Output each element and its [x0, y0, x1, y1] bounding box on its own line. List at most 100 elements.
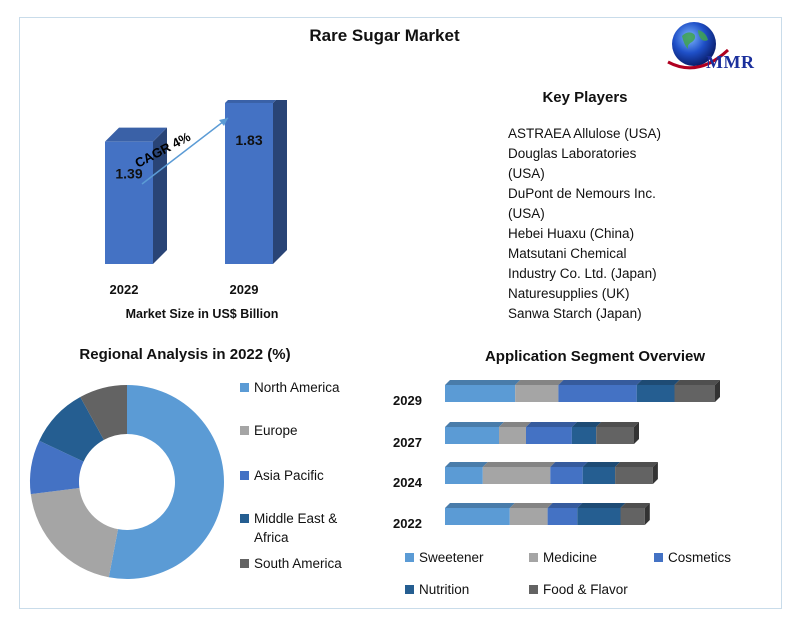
legend-swatch: [240, 382, 249, 392]
legend-label: Nutrition: [419, 582, 470, 597]
infographic-frame: [19, 17, 782, 609]
key-player-item: Hebei Huaxu (China): [508, 226, 635, 241]
legend-label: North America: [254, 380, 340, 395]
app-bar-top: [482, 462, 556, 467]
regional-donut-chart: [29, 385, 225, 579]
app-bar-top: [445, 503, 515, 508]
legend-label: Medicine: [543, 550, 598, 565]
app-bar-side: [715, 380, 720, 402]
application-legend-item: Cosmetics: [654, 548, 731, 567]
page-title: Rare Sugar Market: [309, 26, 460, 45]
key-players-list: ASTRAEA Allulose (USA) Douglas Laborator…: [508, 124, 708, 324]
app-bar-top: [571, 422, 602, 427]
market-bar-top: [225, 100, 276, 103]
market-bar-top: [105, 127, 167, 142]
app-bar-top: [499, 422, 531, 427]
legend-swatch: [405, 584, 414, 594]
app-bar-segment: [445, 508, 510, 525]
app-bar-side: [652, 462, 658, 484]
globe-icon: [672, 22, 716, 66]
regional-legend-item: Asia Pacific: [240, 466, 374, 485]
market-bar: [225, 102, 273, 265]
key-player-item: Naturesupplies (UK): [508, 286, 630, 301]
app-bar-segment: [636, 385, 675, 402]
donut-slice: [39, 396, 104, 462]
application-bar-chart: 2029 2027 2024 2022: [393, 380, 720, 531]
app-bar-segment: [482, 467, 551, 484]
app-bar-segment: [445, 467, 483, 484]
legend-label: Europe: [254, 423, 298, 438]
donut-slice: [29, 440, 84, 495]
market-bar-side: [273, 100, 287, 264]
app-bar-top: [547, 503, 583, 508]
app-bar-side: [644, 503, 650, 525]
application-legend-item: Sweetener: [405, 548, 484, 567]
app-bar-segment: [571, 427, 597, 444]
legend-swatch: [240, 513, 249, 523]
application-legend-item: Medicine: [529, 548, 597, 567]
legend-swatch: [654, 552, 663, 562]
app-bar-top: [674, 380, 720, 385]
app-bar-top: [445, 380, 521, 385]
legend-label: Food & Flavor: [543, 582, 628, 597]
legend-swatch: [240, 425, 249, 435]
app-bar-side: [634, 422, 639, 444]
app-bar-segment: [674, 385, 715, 402]
app-bar-top: [445, 422, 504, 427]
app-bar-segment: [620, 508, 645, 525]
app-bar-top: [620, 503, 650, 508]
app-bar-top: [550, 462, 588, 467]
regional-legend-item: Middle East & Africa: [240, 509, 374, 547]
regional-legend-item: North America: [240, 378, 374, 397]
application-title: Application Segment Overview: [484, 348, 706, 365]
app-bar-top: [509, 503, 553, 508]
donut-slice: [108, 385, 225, 579]
app-bar-segment: [526, 427, 572, 444]
app-bar-top: [596, 422, 639, 427]
app-bar-segment: [615, 467, 653, 484]
market-bar-value-label: 1.39: [115, 166, 142, 182]
app-bar-segment: [515, 385, 559, 402]
app-bar-top: [582, 462, 621, 467]
key-player-item: ASTRAEA Allulose (USA): [508, 126, 662, 141]
regional-legend-item: South America: [240, 554, 374, 573]
legend-swatch: [405, 552, 414, 562]
app-bar-top: [445, 462, 488, 467]
mmr-logo: [667, 22, 730, 70]
app-bar-segment: [499, 427, 526, 444]
donut-slice: [80, 385, 127, 440]
application-legend-item: Food & Flavor: [529, 580, 628, 599]
cagr-arrowhead: [219, 118, 228, 126]
regional-legend-item: Europe: [240, 421, 374, 440]
app-bar-top: [577, 503, 626, 508]
cagr-arrow: [141, 117, 229, 185]
app-bar-segment: [596, 427, 634, 444]
legend-swatch: [529, 552, 538, 562]
app-year-label: 2027: [393, 435, 422, 450]
key-players-title: Key Players: [542, 89, 628, 106]
app-year-label: 2024: [393, 475, 423, 490]
app-bar-top: [526, 422, 577, 427]
app-bar-segment: [558, 385, 637, 402]
app-bar-segment: [582, 467, 616, 484]
app-bar-segment: [445, 385, 516, 402]
market-bar-year-label: 2022: [110, 282, 139, 297]
legend-label: Sweetener: [419, 550, 484, 565]
market-size-label: Market Size in US$ Billion: [125, 307, 279, 321]
market-bar: [105, 141, 153, 264]
app-bar-segment: [509, 508, 548, 525]
legend-swatch: [529, 584, 538, 594]
app-bar-segment: [547, 508, 578, 525]
key-player-item: Sanwa Starch (Japan): [508, 306, 642, 321]
app-year-label: 2022: [393, 516, 422, 531]
app-bar-top: [558, 380, 642, 385]
legend-label: South America: [254, 556, 342, 571]
app-bar-top: [636, 380, 680, 385]
application-legend-item: Nutrition: [405, 580, 469, 599]
app-bar-top: [615, 462, 658, 467]
legend-swatch: [240, 470, 249, 480]
legend-label: Asia Pacific: [254, 468, 324, 483]
regional-title: Regional Analysis in 2022 (%): [79, 346, 291, 363]
legend-label: Middle East & Africa: [254, 511, 338, 545]
